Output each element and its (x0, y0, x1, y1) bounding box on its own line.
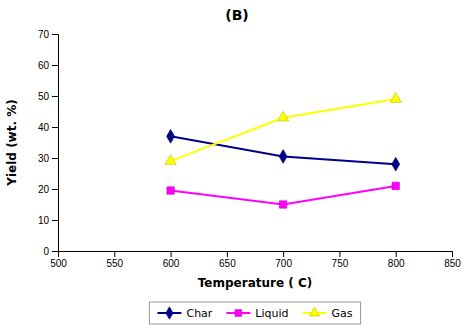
tick: 850 (444, 251, 461, 269)
data-point (392, 157, 400, 171)
tick-label: 700 (275, 258, 292, 269)
legend-item: Gas (303, 307, 353, 320)
title: (B) (225, 7, 248, 23)
tick-mark (52, 127, 58, 128)
tick: 50 (38, 91, 58, 102)
tick-mark (171, 251, 172, 257)
data-point (167, 187, 174, 194)
tick-mark (283, 251, 284, 257)
legend-marker (166, 307, 173, 319)
tick: 20 (38, 184, 58, 195)
tick-label: 850 (444, 258, 461, 269)
tick: 10 (38, 215, 58, 226)
legend-item: Liquid (226, 307, 288, 320)
tick-mark (52, 251, 58, 252)
tick-mark (396, 251, 397, 257)
tick-mark (52, 189, 58, 190)
tick-mark (52, 34, 58, 35)
tick: 0 (43, 246, 58, 257)
tick: 60 (38, 60, 58, 71)
tick-label: 20 (38, 184, 50, 195)
legend-marker (235, 310, 242, 317)
tick: 800 (388, 251, 405, 269)
tick: 650 (219, 251, 236, 269)
tick: 30 (38, 153, 58, 164)
tick-label: 800 (388, 258, 405, 269)
y-axis: 0 10 20 30 40 50 60 70 (38, 29, 59, 257)
legend-box (149, 302, 360, 324)
tick-label: 60 (38, 60, 50, 71)
tick-label: 10 (38, 215, 50, 226)
tick-label: 550 (106, 258, 123, 269)
tick-label: 40 (38, 122, 50, 133)
chart: 500 550 600 650 700 750 800 850 0 10 20 30 40 50 60 70 (… (0, 0, 474, 335)
legend-label: Gas (332, 307, 353, 320)
x-axis-title: Temperature ( C) (198, 276, 312, 290)
data-point (390, 93, 401, 103)
tick-mark (227, 251, 228, 257)
tick-label: 70 (38, 29, 50, 40)
tick: 500 (50, 251, 67, 269)
tick-mark (339, 251, 340, 257)
series-line (171, 99, 396, 161)
data-point (278, 111, 289, 121)
tick-label: 750 (332, 258, 349, 269)
tick: 600 (163, 251, 180, 269)
tick-label: 30 (38, 153, 50, 164)
legend: Char Liquid Gas (149, 302, 360, 324)
x-axis: 500 550 600 650 700 750 800 850 (50, 251, 461, 269)
tick-label: 50 (38, 91, 50, 102)
data-point (167, 129, 175, 143)
data-point (279, 150, 287, 164)
data-point (279, 201, 286, 208)
tick-mark (52, 158, 58, 159)
tick-mark (52, 65, 58, 66)
data-marks (165, 93, 401, 209)
axis-line (52, 35, 59, 252)
data-point (392, 182, 399, 189)
legend-label: Liquid (255, 307, 288, 320)
tick-mark (52, 220, 58, 221)
plot-area: 500 550 600 650 700 750 800 850 0 10 20 30 40 50 60 70 (38, 29, 461, 269)
tick-label: 600 (163, 258, 180, 269)
tick-mark (114, 251, 115, 257)
tick-mark (52, 96, 58, 97)
legend-marker (309, 307, 319, 316)
tick-label: 500 (50, 258, 67, 269)
tick: 550 (106, 251, 123, 269)
axis-line (59, 252, 453, 258)
series-line (171, 136, 396, 164)
tick: 750 (332, 251, 349, 269)
tick: 40 (38, 122, 58, 133)
legend-item: Char (157, 307, 212, 320)
tick-label: 0 (43, 246, 49, 257)
tick: 700 (275, 251, 292, 269)
legend-label: Char (186, 307, 212, 320)
tick-label: 650 (219, 258, 236, 269)
tick-mark (452, 251, 453, 257)
data-point (165, 155, 176, 165)
y-axis-title: Yield (wt. %) (5, 99, 19, 186)
tick: 70 (38, 29, 58, 40)
